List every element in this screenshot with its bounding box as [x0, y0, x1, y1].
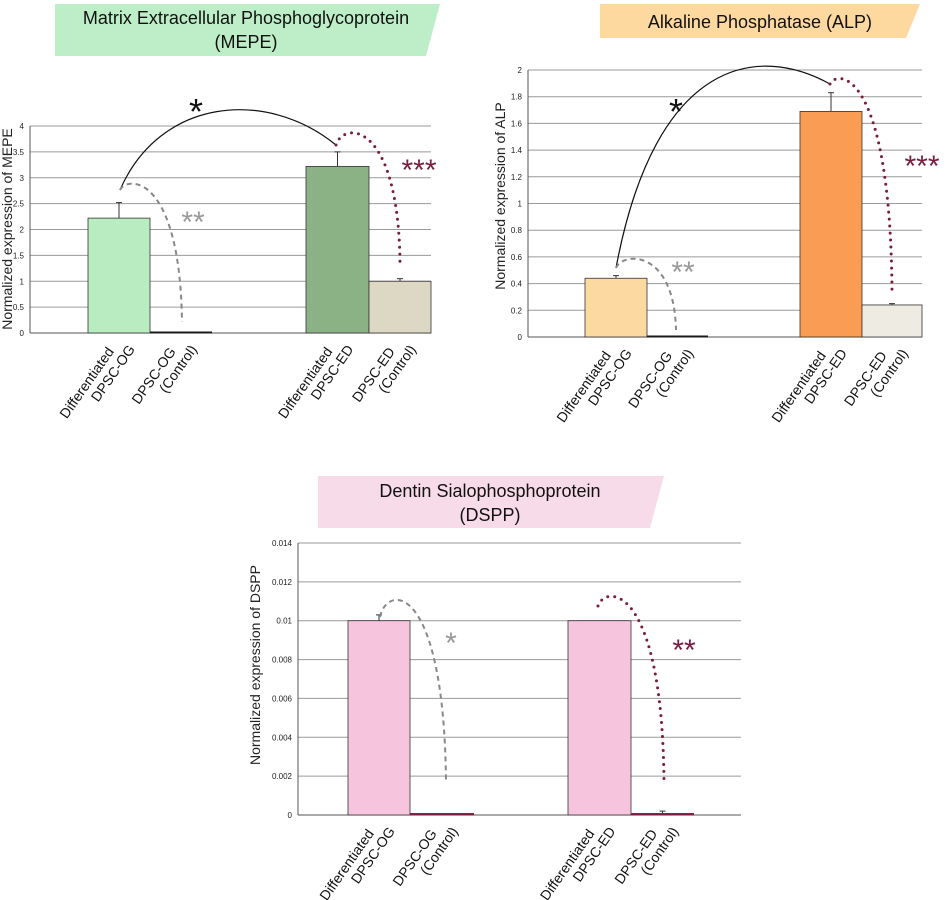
bar [567, 620, 632, 816]
y-tick-label: 2.5 [13, 200, 25, 209]
significance-label: *** [401, 154, 436, 187]
y-tick-label: 0.4 [511, 280, 523, 289]
chart-title: Alkaline Phosphatase (ALP) [648, 12, 872, 32]
significance-arc [119, 109, 337, 191]
bar [305, 165, 370, 334]
y-tick-label: 4 [20, 122, 25, 131]
y-tick-label: 1.4 [511, 146, 523, 155]
significance-label: * [189, 91, 203, 132]
y-tick-label: 0.008 [272, 656, 293, 665]
significance-label: *** [904, 150, 939, 183]
chart-title: (DSPP) [459, 505, 520, 525]
y-tick-label: 1 [518, 200, 523, 209]
category-label: DifferentiatedDPSC-OG [316, 815, 398, 900]
y-tick-label: 3.5 [13, 148, 25, 157]
y-tick-label: 1.2 [511, 173, 523, 182]
title-banner [318, 476, 664, 528]
y-tick-label: 1.5 [13, 251, 25, 260]
y-tick-label: 0.002 [272, 772, 293, 781]
bar [861, 304, 923, 338]
category-label: DifferentiatedDPSC-OG [56, 333, 138, 431]
category-label: DifferentiatedDPSC-ED [768, 337, 850, 435]
bar [799, 110, 863, 338]
y-tick-label: 0.014 [272, 539, 293, 548]
category-label: DPSC-OG(Control) [389, 815, 461, 898]
y-tick-label: 2 [20, 226, 25, 235]
bar [368, 280, 432, 334]
significance-arc [119, 182, 183, 323]
category-label: DPSC-ED(Control) [841, 337, 911, 418]
y-axis-label: Normalized expression of MEPE [0, 128, 15, 330]
chart-dspp: Dentin Sialophosphoprotein (DSPP) 0 0.002 0.… [247, 476, 741, 900]
y-tick-label: 0.5 [13, 303, 25, 312]
chart-title: (MEPE) [215, 32, 278, 52]
chart-title: Matrix Extracellular Phosphoglycoprotein [83, 8, 409, 28]
bar [584, 277, 648, 338]
significance-arc [596, 594, 666, 783]
category-label: DPSC-OG(Control) [128, 333, 200, 416]
chart-mepe: Matrix Extracellular Phosphoglycoprotein… [0, 4, 440, 431]
category-label: DPSC-OG(Control) [625, 337, 697, 420]
y-tick-label: 0 [288, 811, 293, 820]
y-axis-label: Normalized expression of DSPP [247, 565, 263, 765]
y-tick-label: 0.006 [272, 694, 293, 703]
significance-label: ** [671, 256, 695, 289]
significance-arc [615, 65, 831, 269]
significance-arc [379, 599, 447, 783]
significance-label: ** [672, 634, 696, 667]
y-tick-label: 0.01 [276, 617, 292, 626]
y-tick-label: 0 [20, 329, 25, 338]
category-label: DifferentiatedDPSC-ED [275, 333, 357, 431]
bar [87, 217, 151, 334]
significance-arc [334, 131, 402, 264]
y-axis-label: Normalized expression of ALP [492, 102, 508, 290]
category-label: DifferentiatedDPSC-OG [553, 337, 635, 435]
significance-arc [828, 77, 894, 292]
title-banner [600, 4, 920, 38]
y-tick-label: 3 [20, 174, 25, 183]
chart-alp: Alkaline Phosphatase (ALP) 0 0.2 0.4 0.6 0.8 1… [492, 4, 940, 435]
category-label: DPSC-ED(Control) [349, 333, 419, 414]
y-tick-label: 2 [518, 66, 523, 75]
y-tick-label: 0 [518, 333, 523, 342]
significance-label: * [445, 627, 457, 660]
significance-label: ** [181, 206, 205, 239]
y-tick-label: 1.6 [511, 119, 523, 128]
title-banner [55, 4, 440, 56]
y-tick-label: 0.8 [511, 226, 523, 235]
chart-title: Dentin Sialophosphoprotein [379, 481, 600, 501]
significance-label: * [669, 91, 683, 132]
category-label: DPSC-ED(Control) [611, 815, 681, 896]
y-tick-label: 0.6 [511, 253, 523, 262]
y-tick-label: 0.004 [272, 733, 293, 742]
y-tick-label: 1 [20, 277, 25, 286]
category-label: DifferentiatedDPSC-ED [537, 815, 619, 900]
y-tick-label: 1.8 [511, 93, 523, 102]
bar [347, 620, 411, 816]
y-tick-label: 0.2 [511, 306, 523, 315]
y-tick-label: 0.012 [272, 578, 293, 587]
